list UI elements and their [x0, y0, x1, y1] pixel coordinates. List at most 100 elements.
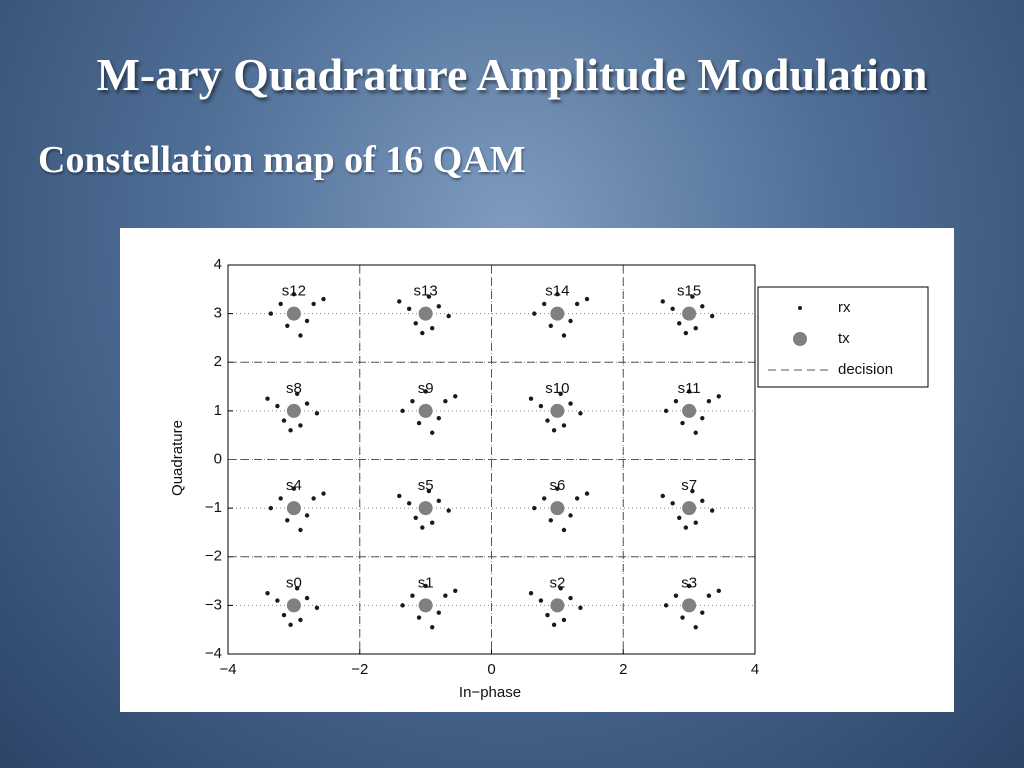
rx-point	[304, 513, 310, 518]
rx-point	[265, 591, 270, 596]
y-tick-label: −3	[205, 596, 222, 613]
rx-point	[700, 498, 705, 504]
x-tick-label: −2	[351, 661, 368, 678]
rx-point	[291, 486, 297, 491]
rx-point	[453, 588, 458, 593]
point-label: s1	[418, 574, 434, 591]
point-label: s3	[681, 574, 697, 591]
x-tick-label: 0	[487, 661, 495, 678]
rx-point	[443, 398, 448, 404]
point-label: s6	[549, 477, 565, 494]
rx-point	[561, 333, 567, 338]
rx-point	[278, 301, 283, 307]
rx-point	[538, 403, 544, 409]
rx-point	[532, 311, 537, 316]
rx-point	[311, 301, 316, 307]
rx-point	[410, 593, 415, 598]
rx-point	[690, 294, 695, 299]
rx-point	[426, 294, 432, 299]
tx-point	[682, 403, 697, 418]
rx-point	[545, 612, 550, 618]
rx-point	[693, 430, 698, 435]
rx-point	[686, 389, 692, 394]
point-label: s2	[549, 574, 565, 591]
rx-point	[436, 610, 441, 615]
tx-point	[550, 598, 565, 613]
legend-swatch	[798, 306, 802, 310]
rx-point	[430, 326, 435, 331]
rx-point	[700, 610, 705, 615]
rx-point	[693, 520, 698, 525]
rx-point	[677, 515, 682, 521]
rx-point	[423, 389, 428, 394]
rx-point	[673, 593, 679, 598]
rx-point	[670, 501, 675, 506]
tx-point	[550, 306, 565, 321]
tx-point	[550, 501, 565, 516]
point-label: s13	[414, 283, 438, 300]
rx-point	[298, 527, 303, 533]
rx-point	[683, 525, 689, 530]
rx-point	[436, 304, 441, 309]
rx-point	[568, 595, 573, 601]
rx-point	[584, 296, 590, 302]
rx-point	[268, 505, 274, 511]
point-label: s10	[545, 380, 569, 397]
tx-point	[418, 598, 433, 613]
rx-point	[281, 612, 287, 618]
point-label: s4	[286, 477, 302, 494]
rx-point	[700, 415, 705, 421]
rx-point	[265, 396, 270, 401]
slide-title: M-ary Quadrature Amplitude Modulation	[96, 49, 928, 100]
rx-point	[670, 306, 675, 311]
rx-point	[294, 391, 300, 397]
tx-point	[550, 403, 565, 418]
rx-point	[558, 586, 563, 591]
rx-point	[551, 622, 557, 628]
point-label: s12	[282, 283, 306, 300]
rx-point	[436, 498, 441, 504]
point-label: s14	[545, 283, 569, 300]
tx-point	[286, 403, 301, 418]
rx-point	[275, 598, 280, 603]
rx-point	[578, 605, 583, 611]
x-tick-label: 2	[619, 661, 627, 678]
rx-point	[406, 501, 412, 506]
tx-point	[286, 598, 301, 613]
tx-point	[682, 306, 697, 321]
rx-point	[693, 326, 698, 331]
x-tick-label: 4	[751, 661, 759, 678]
rx-point	[430, 520, 435, 525]
rx-point	[548, 518, 553, 523]
rx-point	[446, 508, 451, 513]
legend-label: rx	[838, 299, 851, 316]
tx-point	[286, 501, 301, 516]
rx-point	[321, 491, 326, 496]
rx-point	[410, 398, 415, 404]
rx-point	[542, 301, 547, 307]
rx-point	[528, 591, 534, 596]
rx-point	[314, 605, 320, 611]
rx-point	[568, 318, 573, 324]
point-label: s5	[418, 477, 434, 494]
y-tick-label: 4	[214, 256, 222, 273]
rx-point	[680, 420, 685, 426]
rx-point	[321, 296, 326, 302]
rx-point	[298, 423, 303, 428]
rx-point	[278, 496, 283, 501]
tx-point	[682, 501, 697, 516]
rx-point	[709, 313, 715, 319]
point-label: s8	[286, 380, 302, 397]
x-tick-label: −4	[219, 661, 236, 678]
rx-point	[574, 301, 580, 307]
rx-point	[416, 615, 422, 620]
rx-point	[686, 583, 692, 589]
legend-swatch	[793, 332, 807, 346]
rx-point	[420, 330, 425, 336]
rx-point	[700, 304, 705, 309]
rx-point	[298, 333, 303, 338]
rx-point	[693, 625, 698, 630]
rx-point	[663, 408, 669, 414]
rx-point	[706, 593, 712, 598]
rx-point	[673, 398, 679, 404]
